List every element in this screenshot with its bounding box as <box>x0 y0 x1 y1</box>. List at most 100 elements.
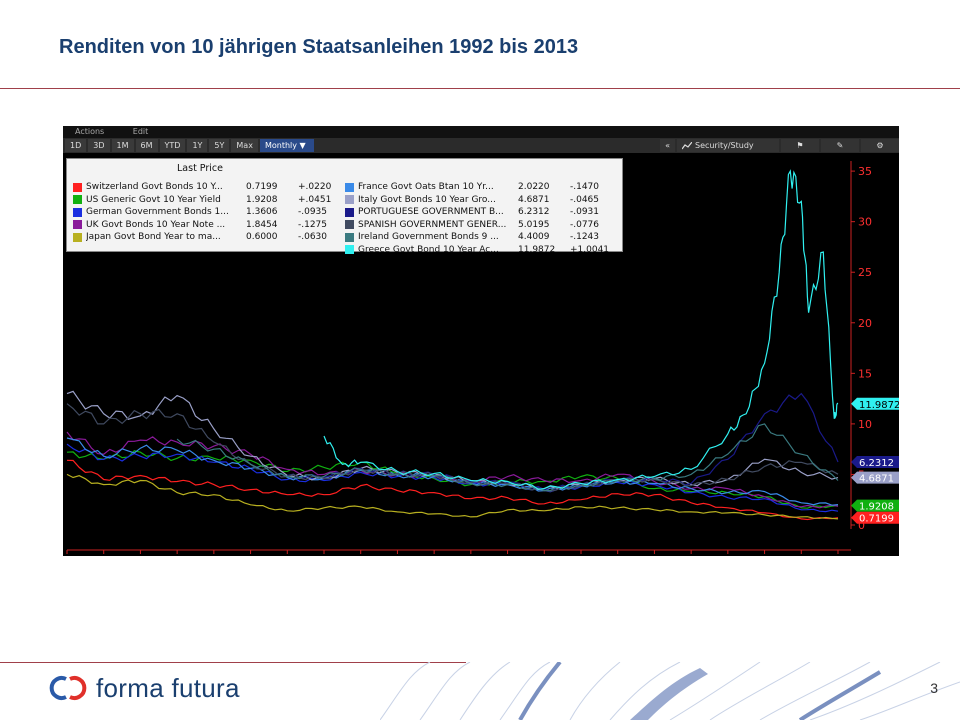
page-title: Renditen von 10 jährigen Staatsanleihen … <box>59 36 579 58</box>
range-1m-button[interactable]: 1M <box>111 139 134 152</box>
last-value-tag-bg <box>851 471 899 484</box>
decorative-wave-pattern <box>380 662 960 720</box>
legend-swatch <box>345 207 354 217</box>
legend-series-name: Ireland Government Bonds 9 ... <box>358 232 499 242</box>
last-value-tag: 4.6871 <box>851 471 899 485</box>
last-value-tag: 1.9208 <box>851 499 899 513</box>
legend-swatch <box>345 195 354 204</box>
legend-item[interactable]: Japan Govt Bond Year to ma... 0.6000 -.063… <box>73 231 344 243</box>
y-tick-label: 20 <box>858 317 872 330</box>
legend-change: -.0465 <box>570 194 600 205</box>
legend-swatch <box>73 232 82 242</box>
flag-icon: ⚑ <box>796 141 804 150</box>
legend-swatch <box>73 207 82 217</box>
legend-swatch <box>345 245 354 254</box>
legend-item[interactable]: PORTUGUESE GOVERNMENT B... 6.2312 -.0931 <box>345 206 616 218</box>
pencil-icon: ✎ <box>836 141 844 150</box>
legend-change: -.0630 <box>298 232 328 242</box>
title-divider <box>0 88 960 89</box>
logo-text: forma futura <box>96 672 240 703</box>
toolbar-right: « Security/Study ⚑ ✎ ⚙ <box>658 138 899 153</box>
legend-series-name: SPANISH GOVERNMENT GENER... <box>358 219 507 230</box>
series-line <box>66 403 839 492</box>
range-1d-button[interactable]: 1D <box>65 139 87 152</box>
last-value-tag: 0.7199 <box>851 511 899 525</box>
legend-last-price: 0.6000 <box>246 232 278 242</box>
range-3d-button[interactable]: 3D <box>88 139 110 152</box>
legend-item[interactable]: France Govt Oats Btan 10 Yr... 2.0220 -.14… <box>345 181 616 193</box>
settings-button[interactable]: ⚙ <box>861 139 899 152</box>
range-ytd-button[interactable]: YTD <box>159 139 186 152</box>
last-value-tag-label: 6.2312 <box>859 458 894 469</box>
range-1y-button[interactable]: 1Y <box>187 139 208 152</box>
flag-button[interactable]: ⚑ <box>781 139 819 152</box>
last-value-tag-bg <box>851 499 899 512</box>
legend-swatch <box>345 182 354 192</box>
legend-last-price: 6.2312 <box>518 207 550 217</box>
legend-change: -.0931 <box>570 207 600 217</box>
legend-series-name: PORTUGUESE GOVERNMENT B... <box>358 207 504 217</box>
last-value-tag-bg <box>851 455 899 468</box>
legend-last-price: 4.6871 <box>518 194 550 205</box>
last-value-tag-label: 0.7199 <box>859 514 894 525</box>
legend-change: +1.0041 <box>570 244 610 255</box>
legend-series-name: US Generic Govt 10 Year Yield <box>86 194 221 205</box>
legend-last-price: 4.4009 <box>518 232 550 242</box>
legend-change: +.0220 <box>298 182 332 192</box>
page-number: 3 <box>930 680 938 696</box>
legend-change: -.0935 <box>298 207 328 217</box>
last-value-tag-label: 1.9208 <box>859 502 894 513</box>
series-line <box>66 390 839 491</box>
yield-line-chart: 05101520253035'92'93'94'95'96'97'98'99'0… <box>66 161 899 554</box>
legend-last-price: 1.9208 <box>246 194 278 205</box>
legend-last-price: 2.0220 <box>518 182 550 192</box>
legend-swatch <box>73 220 82 229</box>
series-line <box>66 459 839 521</box>
line-chart-icon <box>681 141 693 149</box>
collapse-button[interactable]: « <box>660 139 675 152</box>
forma-futura-logo: forma futura <box>48 670 240 706</box>
series-line <box>287 392 839 492</box>
security-study-button[interactable]: Security/Study <box>677 139 779 152</box>
legend-change: -.1243 <box>570 232 600 242</box>
legend-change: -.1275 <box>298 219 328 230</box>
legend-last-price: 1.3606 <box>246 207 278 217</box>
annotate-button[interactable]: ✎ <box>821 139 859 152</box>
legend-last-price: 11.9872 <box>518 244 556 255</box>
range-5y-button[interactable]: 5Y <box>209 139 230 152</box>
legend-item[interactable]: Switzerland Govt Bonds 10 Y... 0.7199 +.02… <box>73 181 344 193</box>
last-value-tag: 11.9872 <box>851 397 899 411</box>
legend-last-price: 0.7199 <box>246 182 278 192</box>
y-tick-label: 15 <box>858 367 872 380</box>
last-value-tag-bg <box>851 511 899 524</box>
period-dropdown[interactable]: Monthly ▼ <box>259 139 314 152</box>
security-study-label: Security/Study <box>695 141 754 150</box>
legend-swatch <box>73 182 82 192</box>
legend-item[interactable]: Ireland Government Bonds 9 ... 4.4009 -.12… <box>345 231 616 243</box>
y-tick-label: 35 <box>858 165 872 178</box>
legend-last-price: 5.0195 <box>518 219 550 230</box>
legend-series-name: German Government Bonds 1... <box>86 207 229 217</box>
terminal-menu-bar: Actions Edit <box>63 126 899 138</box>
legend-item[interactable]: German Government Bonds 1... 1.3606 -.0935 <box>73 206 344 218</box>
legend-series-name: Switzerland Govt Bonds 10 Y... <box>86 182 223 192</box>
y-tick-label: 10 <box>858 418 872 431</box>
legend-last-price: 1.8454 <box>246 219 278 230</box>
legend-item[interactable]: Italy Govt Bonds 10 Year Gro... 4.6871 -.0… <box>345 194 616 206</box>
y-tick-label: 25 <box>858 266 872 279</box>
legend-item[interactable]: UK Govt Bonds 10 Year Note ... 1.8454 -.12… <box>73 219 344 231</box>
legend-series-name: Japan Govt Bond Year to ma... <box>86 232 221 242</box>
footer-divider <box>0 662 466 663</box>
legend-item[interactable]: SPANISH GOVERNMENT GENER... 5.0195 -.0776 <box>345 219 616 231</box>
legend-change: +.0451 <box>298 194 332 205</box>
range-max-button[interactable]: Max <box>231 139 258 152</box>
legend-item[interactable]: US Generic Govt 10 Year Yield 1.9208 +.045… <box>73 194 344 206</box>
legend-swatch <box>73 195 82 204</box>
legend-item[interactable]: Greece Govt Bond 10 Year Ac... 11.9872 +1.… <box>345 244 616 256</box>
legend-change: -.0776 <box>570 219 600 230</box>
range-6m-button[interactable]: 6M <box>135 139 158 152</box>
menu-edit[interactable]: Edit <box>132 127 149 136</box>
menu-actions[interactable]: Actions <box>75 127 105 136</box>
last-value-tag-label: 4.6871 <box>859 474 894 485</box>
legend-change: -.1470 <box>570 182 600 192</box>
